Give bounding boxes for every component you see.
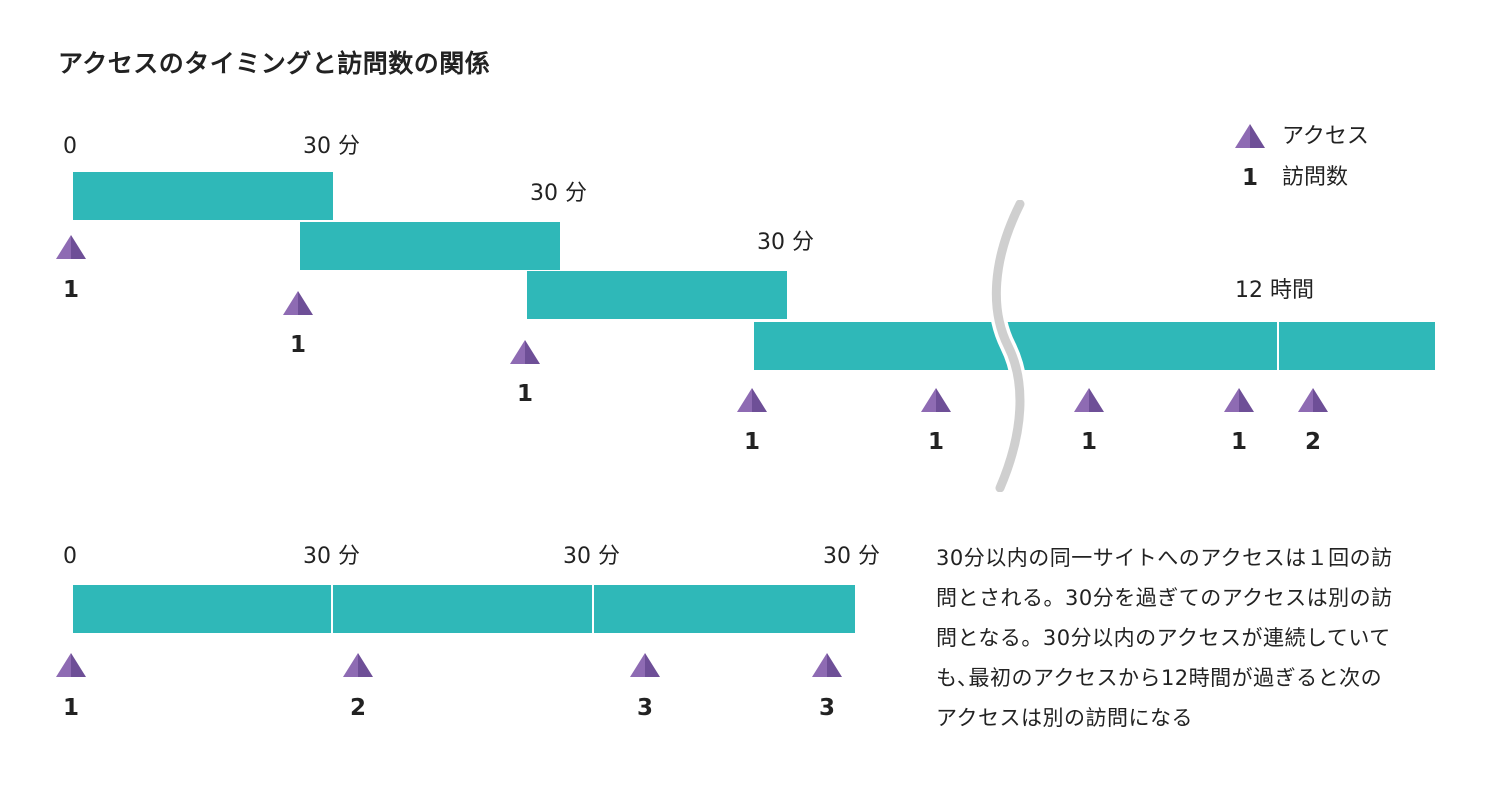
access-triangle-icon: [56, 235, 86, 259]
bottom-bar-divider: [331, 585, 333, 633]
note-line: アクセスは別の訪問になる: [936, 706, 1193, 730]
visit-count: 1: [927, 429, 944, 455]
access-triangle-icon: [921, 388, 951, 412]
access-triangle-icon: [812, 653, 842, 677]
visit-count: 1: [289, 332, 306, 358]
access-triangle-icon: [510, 340, 540, 364]
top-window-bar-1: [73, 172, 333, 220]
page-title: アクセスのタイミングと訪問数の関係: [58, 49, 491, 78]
top-window-bar-3: [527, 271, 787, 319]
access-triangle-icon: [630, 653, 660, 677]
visit-count: 2: [349, 695, 366, 721]
explanation-note: 30分以内の同一サイトへのアクセスは１回の訪 問とされる。30分を過ぎてのアクセ…: [936, 538, 1456, 738]
top-label-window4: 12 時間: [1235, 278, 1314, 303]
visit-count: 3: [818, 695, 835, 721]
access-triangle-icon: [1298, 388, 1328, 412]
bottom-label-start: 0: [63, 544, 77, 569]
visit-count: 1: [62, 277, 79, 303]
top-label-start: 0: [63, 134, 77, 159]
top-bar-divider: [1277, 322, 1279, 370]
visit-count: 1: [1080, 429, 1097, 455]
note-line: も､最初のアクセスから12時間が過ぎると次の: [936, 666, 1383, 690]
legend-access-triangle-icon: [1235, 124, 1265, 148]
visit-count: 1: [743, 429, 760, 455]
access-triangle-icon: [1074, 388, 1104, 412]
top-label-window3: 30 分: [757, 230, 814, 255]
access-triangle-icon: [56, 653, 86, 677]
visit-count: 1: [1230, 429, 1247, 455]
access-triangle-icon: [283, 291, 313, 315]
visit-count: 2: [1304, 429, 1321, 455]
top-window-bar-4: [754, 322, 1435, 370]
top-window-bar-2: [300, 222, 560, 270]
bottom-label-window3: 30 分: [823, 544, 880, 569]
visit-count: 1: [516, 381, 533, 407]
bottom-bar-divider: [592, 585, 594, 633]
note-line: 問とされる。30分を過ぎてのアクセスは別の訪: [936, 586, 1393, 610]
legend-visit-label: 訪問数: [1282, 165, 1349, 190]
visit-count: 3: [636, 695, 653, 721]
note-line: 問となる。30分以内のアクセスが連続していて: [936, 626, 1391, 650]
legend-visit-symbol: 1: [1241, 165, 1258, 191]
bottom-label-window2: 30 分: [563, 544, 620, 569]
visit-count: 1: [62, 695, 79, 721]
access-triangle-icon: [1224, 388, 1254, 412]
bottom-label-window1: 30 分: [303, 544, 360, 569]
top-label-window1: 30 分: [303, 134, 360, 159]
access-triangle-icon: [737, 388, 767, 412]
note-line: 30分以内の同一サイトへのアクセスは１回の訪: [936, 546, 1393, 570]
legend-access-label: アクセス: [1282, 124, 1369, 149]
timeline-break-mark: [988, 200, 1028, 492]
top-label-window2: 30 分: [530, 181, 587, 206]
access-triangle-icon: [343, 653, 373, 677]
bottom-window-bar: [73, 585, 855, 633]
